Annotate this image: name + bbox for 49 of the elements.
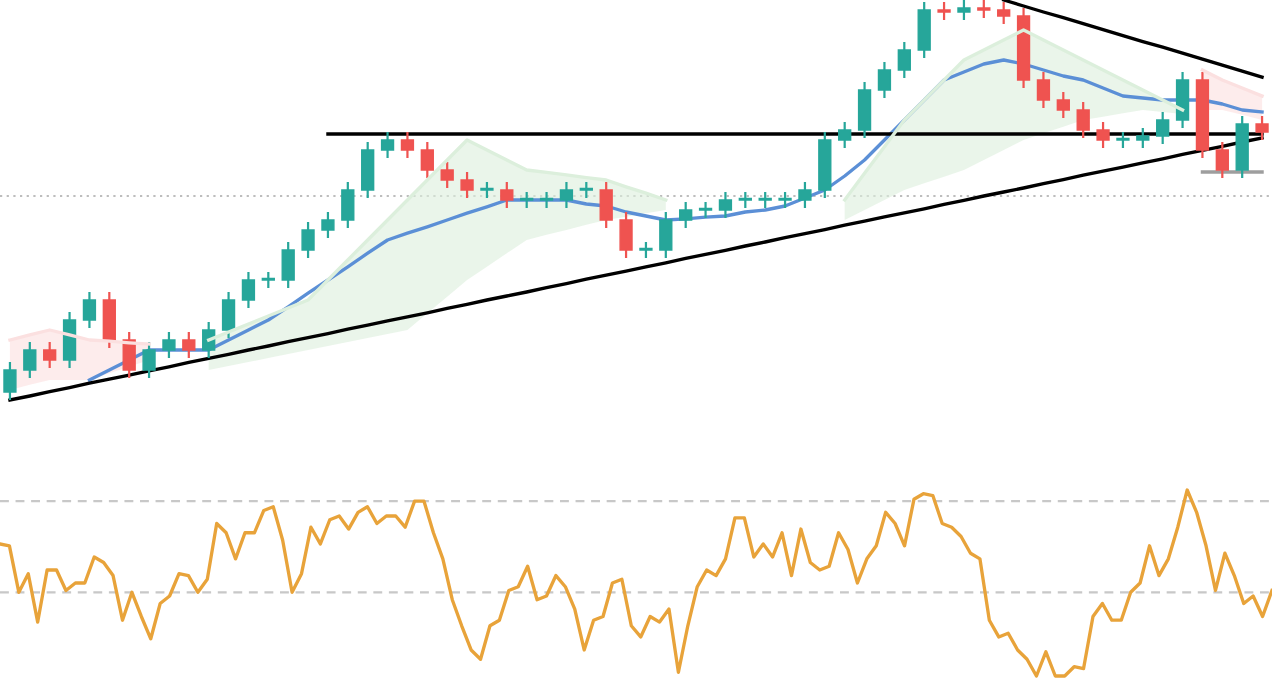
- candlestick: [1076, 100, 1090, 140]
- candlestick: [162, 330, 176, 360]
- candlestick: [241, 270, 256, 310]
- candlestick: [460, 170, 474, 200]
- candlestick: [400, 130, 415, 160]
- candlestick: [202, 320, 216, 360]
- candlestick: [539, 190, 554, 210]
- candlestick: [82, 290, 97, 330]
- candlestick: [659, 210, 673, 260]
- candlestick: [619, 210, 633, 260]
- candlestick: [838, 120, 852, 150]
- candlestick: [857, 80, 872, 140]
- candlestick: [1175, 70, 1190, 130]
- candlestick: [599, 180, 613, 230]
- candlestick: [3, 360, 17, 400]
- candlestick: [917, 0, 931, 60]
- candlestick: [798, 180, 812, 210]
- candlestick: [877, 60, 892, 100]
- candlestick: [1156, 110, 1170, 146]
- candlestick: [1215, 140, 1229, 180]
- candlestick: [957, 0, 971, 22]
- candlestick: [321, 210, 335, 240]
- candlestick: [897, 40, 911, 80]
- candlestick: [718, 190, 733, 220]
- candlestick: [1255, 114, 1269, 142]
- candlestick: [23, 340, 37, 380]
- candlestick: [679, 200, 693, 230]
- candlestick: [102, 290, 116, 350]
- candlestick: [440, 160, 454, 190]
- candlestick: [559, 180, 574, 210]
- candlestick: [361, 140, 375, 200]
- candlestick: [221, 290, 236, 340]
- candlestick: [43, 340, 57, 370]
- candlestick: [301, 220, 315, 260]
- candlestick: [1036, 70, 1051, 110]
- candlestick: [997, 0, 1011, 26]
- candlestick: [182, 330, 196, 360]
- candlestick: [341, 180, 355, 230]
- candlestick: [1235, 114, 1249, 180]
- candlestick: [1136, 126, 1150, 150]
- candlestick: [281, 240, 295, 290]
- candlestick: [142, 340, 156, 380]
- candlestick: [1096, 120, 1110, 150]
- candlestick: [1056, 90, 1070, 120]
- candlestick: [62, 310, 77, 370]
- candlestick: [380, 130, 395, 160]
- candlestick: [698, 200, 713, 220]
- candlestick: [500, 180, 514, 210]
- candlestick: [420, 140, 434, 180]
